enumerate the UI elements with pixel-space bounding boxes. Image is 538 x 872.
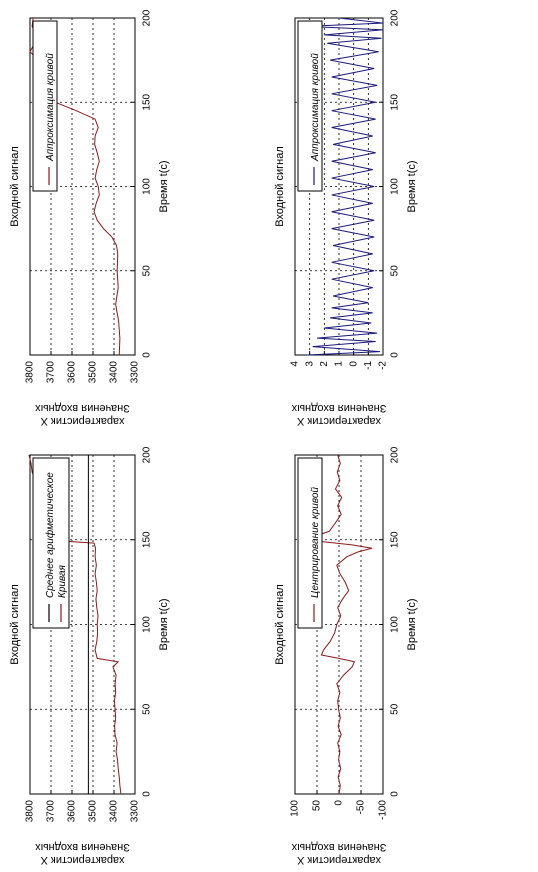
tick-label-time: 50 [389,265,400,277]
tick-label-value: -100 [378,800,389,820]
legend-label: Кривая [57,564,68,598]
x-axis-label: Время t(c) [406,160,418,212]
x-axis-label: Время t(c) [406,598,418,650]
tick-label-time: 200 [141,9,152,26]
legend: Аппроксимация кривой [297,20,323,192]
tick-label-value: 3800 [25,800,36,823]
chart-top-right: 0 50 100 150 200 3300 3400 3500 3600 3700 3800 Вход… [9,9,170,427]
x-axis-label: Время t(c) [158,598,170,650]
y-axis-label: характеристик Х [40,415,125,427]
chart-title: Входной сигнал [9,584,21,665]
series-line [304,454,373,795]
chart-bottom-left: 0 50 100 150 200 -100 -50 0 50 100 Входной сигнал В… [274,446,418,866]
legend-label: Аппроксимация кривой [45,53,56,162]
tick-label-time: 200 [389,9,400,26]
tick-label-value: 1 [334,361,345,367]
legend: Аппроксимация кривой [32,20,58,192]
tick-label-time: 0 [141,791,152,797]
tick-label-value: 3700 [46,361,57,384]
tick-label-time: 200 [141,446,152,463]
y-axis-label: характеристик Х [296,415,381,427]
tick-label-time: 150 [389,531,400,548]
tick-label-time: 100 [141,178,152,195]
tick-label-value: -50 [356,800,367,815]
tick-label-time: 0 [389,791,400,797]
series-line [306,17,384,356]
tick-label-value: 3400 [109,361,120,384]
tick-label-time: 0 [389,352,400,358]
tick-label-value: 3600 [67,800,78,823]
tick-label-value: 100 [290,800,301,817]
legend-label: Среднее арифметическое [44,472,56,598]
tick-label-value: 4 [290,361,301,367]
legend-box [32,20,58,192]
legend-box [297,20,323,192]
x-axis-label: Время t(c) [158,160,170,212]
tick-label-time: 200 [389,446,400,463]
tick-label-value: 3600 [67,361,78,384]
tick-label-time: 150 [141,531,152,548]
legend-label: Центрирование кривой [310,487,321,598]
chart-title: Входной сигнал [274,584,286,665]
tick-label-time: 50 [141,265,152,277]
y-axis-label: Значения входных [35,841,130,853]
tick-label-value: 2 [319,361,330,367]
tick-label-value: 3 [304,361,315,367]
tick-label-value: 50 [312,800,323,812]
legend-box [297,457,323,629]
tick-label-time: 50 [389,703,400,715]
tick-label-value: -2 [378,361,389,370]
tick-label-value: 3300 [130,361,141,384]
legend-label: Аппроксимация кривой [310,53,321,162]
tick-label-time: 50 [141,703,152,715]
legend: Центрирование кривой [297,457,323,629]
tick-label-value: 3700 [46,800,57,823]
tick-label-time: 150 [389,93,400,110]
tick-label-value: 0 [348,361,359,367]
legend-box [32,457,70,629]
chart-title: Входной сигнал [274,146,286,227]
y-axis-label: Значения входных [291,841,386,853]
tick-label-time: 100 [389,616,400,633]
y-axis-label: характеристик Х [40,854,125,866]
tick-label-value: 3500 [88,800,99,823]
tick-label-time: 100 [389,178,400,195]
tick-label-time: 0 [141,352,152,358]
tick-label-value: 3800 [25,361,36,384]
tick-label-value: 3300 [130,800,141,823]
chart-top-left: 0 50 100 150 200 3300 3400 3500 3600 3700 3800 Вход… [9,446,170,866]
tick-label-time: 100 [141,616,152,633]
tick-label-value: 0 [334,800,345,806]
tick-label-value: -1 [363,361,374,370]
y-axis-label: Значения входных [35,402,130,414]
tick-label-value: 3400 [109,800,120,823]
chart-title: Входной сигнал [9,146,21,227]
y-axis-label: Значения входных [291,402,386,414]
tick-label-time: 150 [141,93,152,110]
y-axis-label: характеристик Х [296,854,381,866]
tick-label-value: 3500 [88,361,99,384]
